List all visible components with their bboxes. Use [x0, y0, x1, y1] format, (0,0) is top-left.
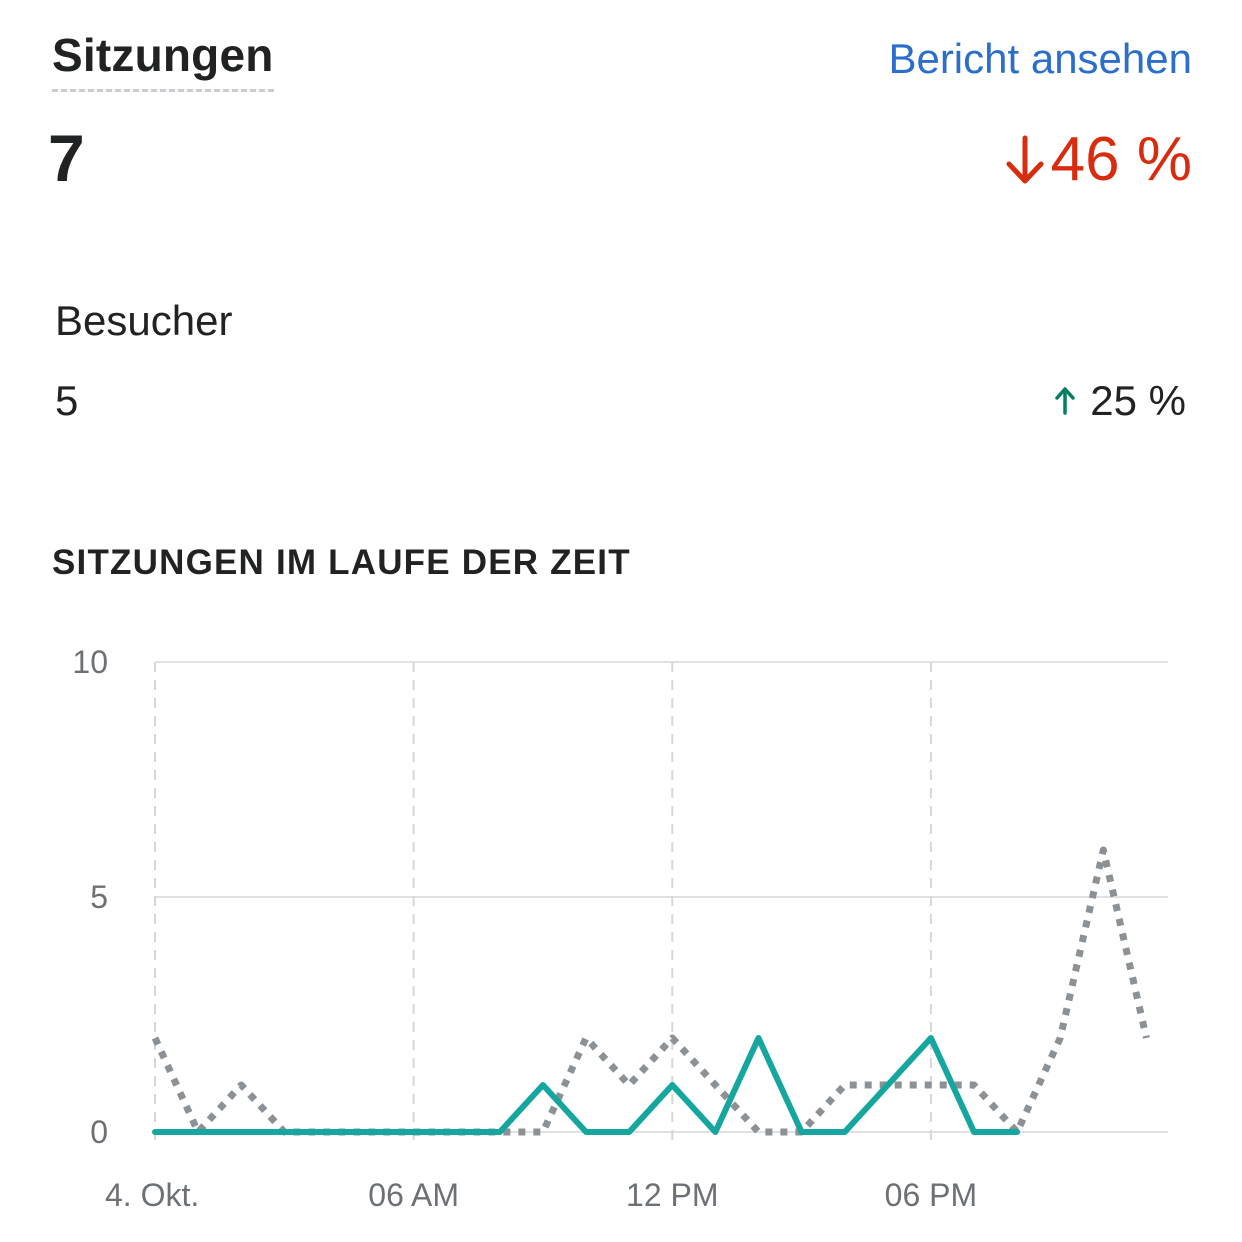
y-tick-label: 5 [90, 879, 108, 915]
current-series-line [152, 1035, 1021, 1135]
sessions-line-chart: 0 5 10 4. Okt. 06 AM 12 PM 06 PM [72, 644, 1168, 1213]
chart-section-title: SITZUNGEN IM LAUFE DER ZEIT [52, 543, 631, 582]
card-title: Sitzungen [52, 28, 274, 93]
x-tick-label: 06 AM [368, 1177, 459, 1213]
visitors-change: 25 % [1054, 376, 1186, 426]
sessions-change-value: 46 % [1050, 125, 1192, 194]
visitors-label: Besucher [55, 297, 233, 344]
x-tick-label: 4. Okt. [105, 1177, 199, 1213]
sessions-value: 7 [48, 121, 85, 195]
view-report-link[interactable]: Bericht ansehen [888, 35, 1192, 82]
arrow-down-icon [1005, 134, 1045, 186]
y-tick-label: 0 [90, 1114, 108, 1150]
arrow-up-icon [1054, 386, 1076, 416]
x-tick-label: 12 PM [626, 1177, 718, 1213]
sessions-change: 46 % [1005, 125, 1192, 194]
comparison-series-line [151, 846, 1150, 1136]
y-tick-label: 10 [72, 644, 108, 680]
visitors-change-value: 25 % [1090, 377, 1186, 424]
visitors-value: 5 [55, 377, 79, 424]
x-tick-label: 06 PM [885, 1177, 977, 1213]
